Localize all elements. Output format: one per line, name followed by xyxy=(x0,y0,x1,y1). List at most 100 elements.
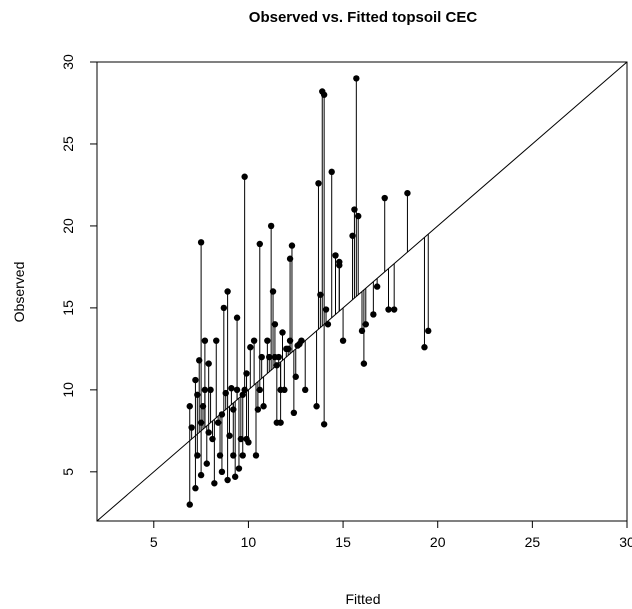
data-point xyxy=(250,337,258,344)
data-point xyxy=(317,291,324,298)
x-axis: 5 10 15 20 25 30 xyxy=(150,521,632,550)
data-point xyxy=(315,180,322,187)
data-point xyxy=(275,353,282,361)
data-point xyxy=(290,409,298,417)
y-tick-label: 10 xyxy=(60,382,76,398)
data-points xyxy=(186,75,432,508)
data-point xyxy=(213,337,220,344)
data-point xyxy=(230,452,237,459)
data-point xyxy=(254,406,262,413)
data-point xyxy=(218,468,226,476)
data-point xyxy=(281,386,288,394)
data-point xyxy=(196,357,203,364)
data-point xyxy=(277,419,284,426)
data-point xyxy=(260,403,267,410)
y-tick-label: 15 xyxy=(60,300,76,316)
plot-frame xyxy=(96,61,628,522)
data-point xyxy=(302,386,309,394)
data-point xyxy=(228,385,235,392)
data-point xyxy=(370,311,377,318)
data-point xyxy=(233,386,241,394)
data-point xyxy=(273,362,281,369)
data-point xyxy=(298,337,305,344)
data-point xyxy=(322,306,330,313)
data-point xyxy=(351,206,358,213)
x-tick-label: 5 xyxy=(150,534,158,550)
data-point xyxy=(247,344,254,351)
data-point xyxy=(197,419,205,426)
data-point xyxy=(201,386,209,394)
data-point xyxy=(188,424,195,431)
data-point xyxy=(421,344,428,351)
data-point xyxy=(192,376,199,384)
data-point xyxy=(192,485,199,492)
data-point xyxy=(224,476,231,484)
data-point xyxy=(288,242,296,249)
data-point xyxy=(245,439,252,446)
data-point xyxy=(186,403,193,410)
y-tick-label: 5 xyxy=(60,468,76,476)
data-point xyxy=(199,403,207,410)
x-tick-label: 20 xyxy=(430,534,446,550)
data-point xyxy=(390,306,398,313)
data-point xyxy=(231,473,239,480)
data-point xyxy=(328,168,335,176)
data-point xyxy=(194,391,201,398)
data-point xyxy=(211,480,218,487)
y-tick-label: 25 xyxy=(60,136,76,152)
data-point xyxy=(226,432,233,439)
x-axis-label: Fitted xyxy=(345,591,380,607)
residual-segments xyxy=(189,78,429,505)
data-point xyxy=(203,460,210,467)
data-point xyxy=(362,321,369,328)
data-point xyxy=(373,283,381,290)
y-axis-label: Observed xyxy=(11,262,27,323)
data-point xyxy=(243,370,250,377)
data-point xyxy=(320,421,328,428)
data-point xyxy=(233,314,241,321)
data-point xyxy=(320,91,328,98)
chart-title: Observed vs. Fitted topsoil CEC xyxy=(249,9,478,26)
data-point xyxy=(349,232,356,239)
data-point xyxy=(269,288,277,295)
data-point xyxy=(237,435,245,443)
data-point xyxy=(197,239,205,246)
data-point xyxy=(271,321,279,328)
data-point xyxy=(252,452,260,459)
data-point xyxy=(201,337,209,344)
data-point xyxy=(358,327,366,335)
data-point xyxy=(241,173,248,180)
data-point xyxy=(256,240,263,248)
data-point xyxy=(239,452,246,459)
data-point xyxy=(332,252,339,259)
data-point xyxy=(339,337,347,344)
data-point xyxy=(218,411,226,418)
y-tick-label: 20 xyxy=(60,218,76,234)
data-point xyxy=(267,222,275,230)
x-tick-label: 10 xyxy=(241,534,257,550)
data-point xyxy=(207,386,214,394)
data-point xyxy=(230,406,237,413)
data-point xyxy=(381,194,388,202)
data-point xyxy=(324,321,332,328)
data-point xyxy=(235,465,243,472)
data-point xyxy=(205,429,212,436)
data-point xyxy=(220,304,228,312)
x-tick-label: 15 xyxy=(335,534,351,550)
data-point xyxy=(360,360,368,367)
data-point xyxy=(216,452,224,459)
data-point xyxy=(292,373,299,380)
data-point xyxy=(205,360,212,367)
y-axis: 5 10 15 20 25 30 xyxy=(60,54,97,476)
data-point xyxy=(222,389,229,397)
data-point xyxy=(197,471,205,479)
data-point xyxy=(224,288,231,295)
data-point xyxy=(194,452,201,459)
data-point xyxy=(241,386,248,394)
data-point xyxy=(266,353,273,361)
data-point xyxy=(425,327,432,335)
x-tick-label: 25 xyxy=(525,534,541,550)
data-point xyxy=(353,75,360,82)
